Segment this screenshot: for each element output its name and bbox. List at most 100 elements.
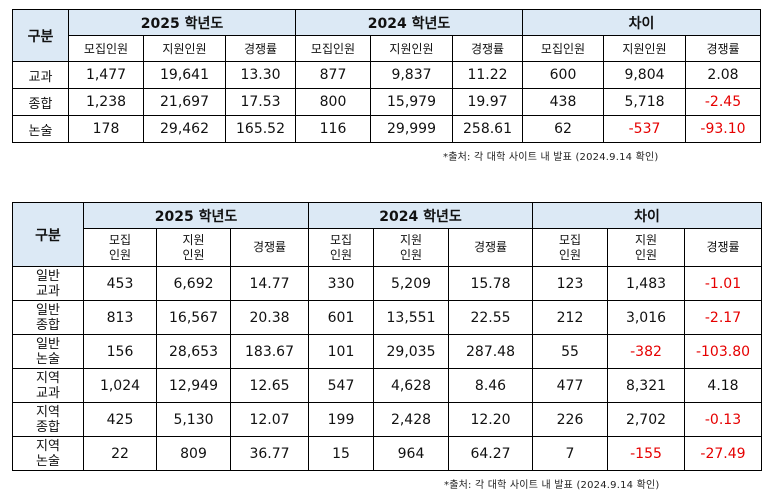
row-label: 지역 논술: [12, 436, 84, 471]
table-cell: 116: [295, 115, 371, 143]
subheader-applicants: 지원인원: [143, 35, 226, 62]
subheader-line: 인원: [108, 247, 132, 262]
table-cell: 36.77: [230, 436, 309, 471]
source-note-2: *출처: 각 대학 사이트 내 발표 (2024.9.14 확인): [444, 480, 660, 491]
subheader-line: 경쟁률: [252, 240, 287, 254]
subheader-ratio: 경쟁률: [685, 35, 761, 62]
table-cell: 1,024: [83, 368, 157, 403]
table-row: 지역 논술 22 809 36.77 15 964 64.27 7 -155 -27.49: [12, 436, 762, 471]
table-cell: 64.27: [448, 436, 533, 471]
table-cell: 4,628: [373, 368, 449, 403]
table-cell: 199: [308, 402, 374, 437]
table-cell: 19.97: [452, 88, 523, 116]
table-cell: 183.67: [230, 334, 309, 369]
table-row: 지역 종합 425 5,130 12.07 199 2,428 12.20 226 2,702 -0…: [12, 402, 762, 437]
table-cell: 15: [308, 436, 374, 471]
table-cell: 13,551: [373, 300, 449, 335]
table-cell: 8.46: [448, 368, 533, 403]
row-label: 일반 종합: [12, 300, 84, 335]
table-cell: 16,567: [156, 300, 231, 335]
subheader-applicants: 지원인원: [603, 35, 686, 62]
table-cell: 813: [83, 300, 157, 335]
table-cell: 13.30: [225, 61, 296, 89]
table-cell: 9,804: [603, 61, 686, 89]
table-cell: 5,209: [373, 266, 449, 301]
subheader-recruit: 모집인원: [295, 35, 371, 62]
table-cell: 17.53: [225, 88, 296, 116]
table-cell: 101: [308, 334, 374, 369]
table-cell: -155: [607, 436, 685, 471]
table-cell: 62: [522, 115, 604, 143]
table-cell: 601: [308, 300, 374, 335]
subheader-line: 인원: [558, 247, 582, 262]
table-row: 일반 종합 813 16,567 20.38 601 13,551 22.55 212 3,016…: [12, 300, 762, 335]
row-label-line: 지역: [36, 404, 60, 420]
table-cell: 29,999: [370, 115, 453, 143]
table-cell: -2.45: [685, 88, 761, 116]
table-cell: 15.78: [448, 266, 533, 301]
row-label-line: 논술: [36, 453, 60, 469]
table-cell: 212: [532, 300, 608, 335]
table-cell: -27.49: [684, 436, 762, 471]
subheader-line: 경쟁률: [706, 240, 740, 254]
table-cell: 29,035: [373, 334, 449, 369]
table-cell: 5,130: [156, 402, 231, 437]
row-label-line: 교과: [36, 283, 60, 299]
table-cell: 3,016: [607, 300, 685, 335]
subheader-line: 모집: [558, 232, 582, 247]
table-cell: -103.80: [684, 334, 762, 369]
table-cell: 226: [532, 402, 608, 437]
header-year-2025: 2025 학년도: [68, 9, 296, 36]
row-label: 지역 종합: [12, 402, 84, 437]
table-cell: 55: [532, 334, 608, 369]
table-cell: 19,641: [143, 61, 226, 89]
table-cell: 477: [532, 368, 608, 403]
table-cell: -0.13: [684, 402, 762, 437]
table-cell: 800: [295, 88, 371, 116]
subheader-line: 모집: [108, 232, 132, 247]
row-label: 교과: [12, 61, 69, 89]
table-cell: 877: [295, 61, 371, 89]
header-difference: 차이: [532, 202, 762, 229]
table-cell: 287.48: [448, 334, 533, 369]
table-cell: 330: [308, 266, 374, 301]
table-cell: 2.08: [685, 61, 761, 89]
table-cell: 1,238: [68, 88, 144, 116]
table-cell: 5,718: [603, 88, 686, 116]
subheader-line: 인원: [399, 247, 423, 262]
table-cell: 6,692: [156, 266, 231, 301]
subheader-ratio: 경쟁률: [230, 228, 309, 267]
table-cell: 964: [373, 436, 449, 471]
table-cell: -537: [603, 115, 686, 143]
table-row: 논술 178 29,462 165.52 116 29,999 258.61 62 -537 -9…: [12, 115, 761, 143]
table-cell: 12.20: [448, 402, 533, 437]
subheader-recruit: 모집인원: [522, 35, 604, 62]
subheader-line: 인원: [182, 247, 205, 262]
table-cell: 123: [532, 266, 608, 301]
table-cell: 11.22: [452, 61, 523, 89]
table-cell: 28,653: [156, 334, 231, 369]
row-label-line: 일반: [36, 268, 60, 284]
table-cell: 2,428: [373, 402, 449, 437]
table-cell: 12.65: [230, 368, 309, 403]
subheader-line: 모집: [329, 232, 353, 247]
table-cell: 8,321: [607, 368, 685, 403]
table-cell: -93.10: [685, 115, 761, 143]
table-cell: 178: [68, 115, 144, 143]
table2-body: 일반 교과 453 6,692 14.77 330 5,209 15.78 123 1,483 -1…: [12, 266, 762, 471]
table-cell: 165.52: [225, 115, 296, 143]
subheader-line: 지원: [182, 232, 205, 247]
subheader-ratio: 경쟁률: [684, 228, 762, 267]
table-cell: 7: [532, 436, 608, 471]
table-cell: 29,462: [143, 115, 226, 143]
table-cell: 22: [83, 436, 157, 471]
table-cell: 4.18: [684, 368, 762, 403]
table-cell: 15,979: [370, 88, 453, 116]
row-label: 일반 논술: [12, 334, 84, 369]
table-cell: 425: [83, 402, 157, 437]
subheader-line: 지원: [399, 232, 423, 247]
table-cell: 438: [522, 88, 604, 116]
